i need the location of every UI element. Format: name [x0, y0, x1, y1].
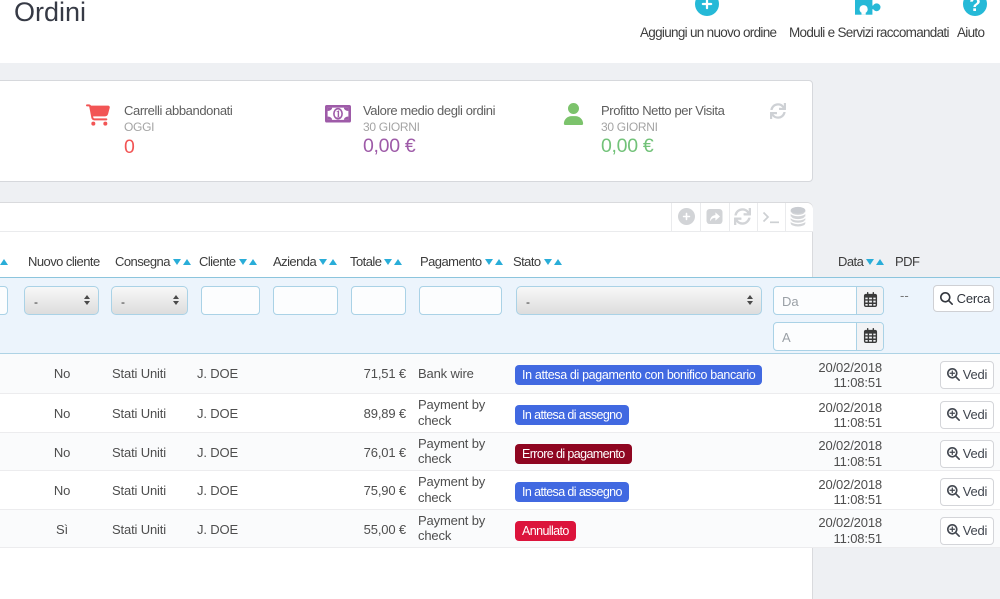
svg-text:?: ? [969, 0, 981, 16]
svg-text:1: 1 [336, 109, 341, 120]
